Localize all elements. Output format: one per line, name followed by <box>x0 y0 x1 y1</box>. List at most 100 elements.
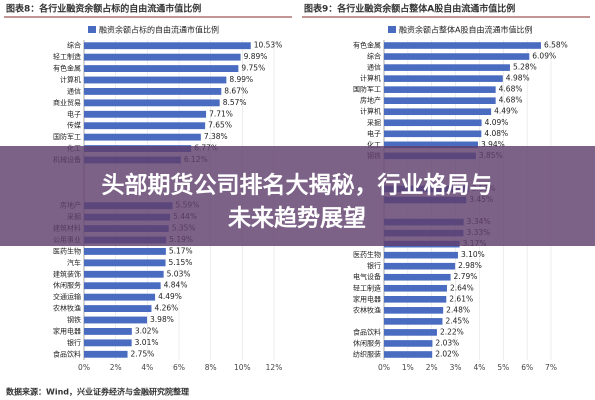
bar <box>384 273 451 281</box>
x-tick-label: 6% <box>521 363 533 372</box>
value-label: 4.68% <box>499 85 523 94</box>
y-tick-label: 医药生物 <box>353 250 381 259</box>
x-tick-label: 4% <box>473 363 485 372</box>
bar <box>384 318 443 325</box>
y-tick-label: 建筑装饰 <box>53 269 81 278</box>
bar <box>384 141 478 149</box>
y-tick-label: 医药生物 <box>53 246 81 255</box>
y-tick-label: 有色金属 <box>353 41 381 50</box>
bar <box>84 270 164 278</box>
chart-title: 图表9：各行业融资余额占整体A股自由流通市值比例 <box>304 3 515 15</box>
bar <box>84 259 166 267</box>
y-tick-label: 传媒 <box>67 121 81 130</box>
y-tick-label: 化工 <box>367 140 381 149</box>
y-tick-label: 有色金属 <box>53 64 81 73</box>
y-tick-label: 计算机 <box>360 107 381 116</box>
value-label: 2.75% <box>131 349 155 358</box>
x-tick-label: 1% <box>402 363 414 372</box>
x-tick-label: 0% <box>78 363 90 372</box>
y-tick-label: 房地产 <box>360 96 381 105</box>
overlay-title: 头部期货公司排名大揭秘，行业格局与 <box>102 172 493 199</box>
value-label: 3.94% <box>481 140 505 149</box>
y-tick-label: 通信 <box>67 86 81 95</box>
bar <box>384 130 482 138</box>
chart-title: 图表8：各行业融资余额占标的自由流通市值比例 <box>6 3 201 15</box>
value-label: 4.68% <box>499 96 523 105</box>
value-label: 2.98% <box>458 261 482 270</box>
value-label: 6.58% <box>544 41 568 50</box>
x-tick-label: 0% <box>378 363 390 372</box>
bar <box>84 42 251 50</box>
value-label: 5.28% <box>513 63 537 72</box>
legend-swatch <box>388 26 396 33</box>
bar <box>384 262 456 270</box>
bar <box>84 305 152 312</box>
value-label: 9.89% <box>244 52 268 61</box>
y-tick-label: 计算机 <box>360 74 381 83</box>
legend-label: 融资余额占整体A股自由流通市值比例 <box>399 25 532 35</box>
value-label: 4.98% <box>506 74 530 83</box>
y-tick-label: 家用电器 <box>353 294 381 303</box>
x-tick-label: 10% <box>234 363 251 372</box>
x-tick-label: 2% <box>426 363 438 372</box>
y-tick-label: 农林牧渔 <box>353 305 381 314</box>
value-label: 2.45% <box>445 316 469 325</box>
bar <box>384 340 433 347</box>
y-tick-label: 食品饮料 <box>353 327 381 336</box>
overlay-banner <box>0 146 595 246</box>
x-tick-label: 8% <box>205 363 217 372</box>
legend-swatch <box>88 26 96 33</box>
x-tick-label: 2% <box>110 363 122 372</box>
y-tick-label: 银行 <box>367 261 381 270</box>
y-tick-label: 轻工制造 <box>53 52 81 61</box>
bar <box>84 88 222 95</box>
bar <box>84 122 206 130</box>
y-tick-label: 综合 <box>67 41 81 50</box>
value-label: 4.49% <box>158 292 182 301</box>
value-label: 4.09% <box>485 118 509 127</box>
bar <box>384 307 444 314</box>
value-label: 5.03% <box>167 269 191 278</box>
y-tick-label: 电子 <box>367 129 381 138</box>
bar <box>384 284 447 292</box>
bar <box>384 42 541 49</box>
value-label: 7.65% <box>208 121 232 130</box>
bar <box>84 133 201 141</box>
y-tick-label: 采掘 <box>367 118 381 127</box>
bar <box>84 316 148 324</box>
y-tick-label: 商业贸易 <box>53 98 81 107</box>
bar <box>384 119 482 127</box>
y-tick-label: 电子 <box>67 109 81 118</box>
bar <box>384 75 503 82</box>
value-label: 4.08% <box>484 129 508 138</box>
y-tick-label: 休闲服务 <box>53 281 81 290</box>
value-label: 2.61% <box>449 294 473 303</box>
value-label: 7.71% <box>209 109 233 118</box>
bar <box>384 86 496 93</box>
bar <box>384 97 496 104</box>
x-tick-label: 4% <box>141 363 153 372</box>
y-tick-label: 纺织服装 <box>353 349 381 358</box>
value-label: 3.01% <box>135 338 159 347</box>
bar <box>84 65 239 72</box>
y-tick-label: 通信 <box>367 63 381 72</box>
value-label: 4.26% <box>154 304 178 313</box>
bar <box>384 329 437 336</box>
value-label: 2.48% <box>446 305 470 314</box>
bar <box>84 53 241 61</box>
value-label: 2.22% <box>440 327 464 336</box>
y-tick-label: 家用电器 <box>53 326 81 335</box>
legend-label: 融资余额占标的自由流通市值比例 <box>99 25 219 35</box>
value-label: 5.17% <box>169 246 193 255</box>
y-tick-label: 食品饮料 <box>53 349 81 358</box>
y-tick-label: 交通运输 <box>53 292 81 301</box>
y-tick-label: 计算机 <box>60 75 81 84</box>
x-tick-label: 6% <box>173 363 185 372</box>
bar <box>84 248 166 255</box>
x-tick-label: 7% <box>545 363 557 372</box>
y-tick-label: 汽车 <box>67 258 81 267</box>
value-label: 5.15% <box>169 258 193 267</box>
value-label: 4.84% <box>164 281 188 290</box>
